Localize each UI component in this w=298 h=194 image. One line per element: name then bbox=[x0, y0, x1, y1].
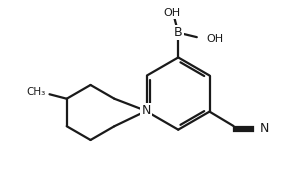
Text: N: N bbox=[142, 104, 151, 117]
Text: OH: OH bbox=[164, 8, 181, 18]
Text: OH: OH bbox=[207, 34, 224, 44]
Text: B: B bbox=[174, 26, 183, 39]
Text: N: N bbox=[259, 122, 269, 135]
Text: CH₃: CH₃ bbox=[27, 87, 46, 97]
